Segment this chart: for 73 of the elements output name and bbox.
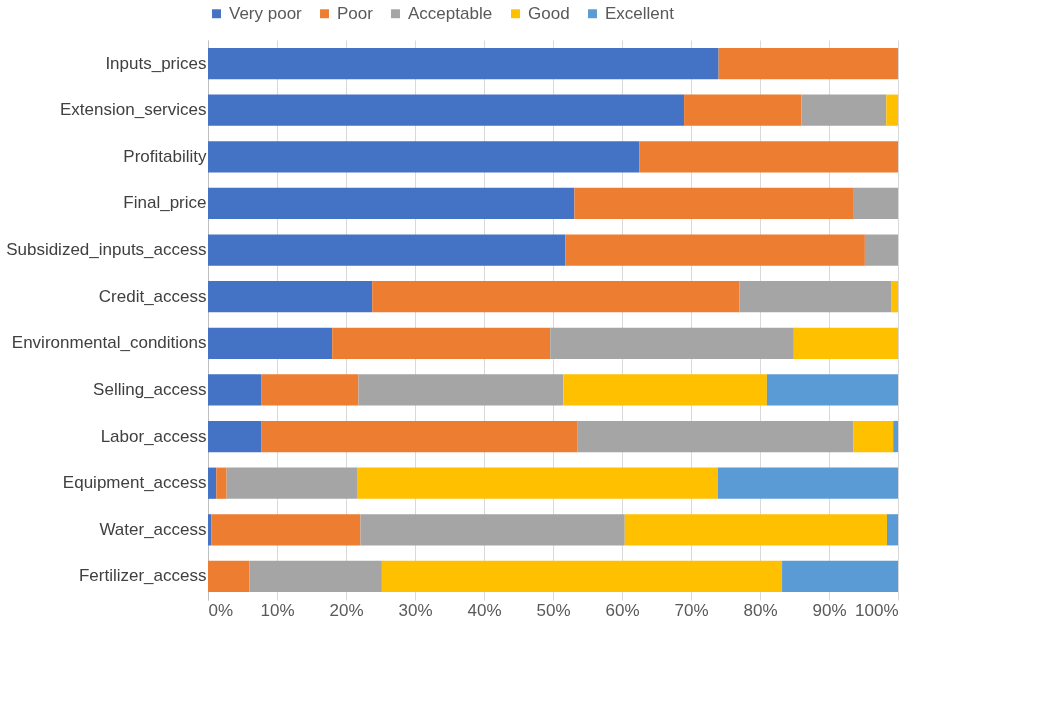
- legend-label: Acceptable: [408, 3, 493, 23]
- legend-label: Excellent: [605, 3, 675, 23]
- y-tick-label: Final_price: [123, 193, 207, 213]
- x-tick-label: 30%: [398, 600, 433, 620]
- bar: [717, 467, 898, 499]
- bar: [739, 281, 892, 313]
- y-tick-label: Inputs_prices: [105, 53, 207, 73]
- x-tick-label: 80%: [743, 600, 778, 620]
- bar: [208, 187, 575, 220]
- legend-label: Good: [528, 3, 570, 23]
- y-tick-label: Credit_access: [98, 286, 207, 306]
- bar: [332, 327, 551, 359]
- x-tick-label: 0%: [208, 600, 234, 620]
- y-tick-label: Environmental_conditions: [11, 333, 207, 353]
- y-tick-label: Water_access: [99, 519, 207, 539]
- bar: [211, 514, 361, 546]
- bar: [639, 141, 898, 173]
- bar: [208, 560, 250, 593]
- bar: [249, 560, 382, 593]
- bar: [766, 374, 898, 406]
- bar: [853, 187, 898, 220]
- bar: [208, 281, 373, 313]
- bar: [360, 514, 625, 546]
- bar: [208, 94, 685, 126]
- bar: [357, 467, 718, 499]
- y-tick-label: Fertilizer_access: [78, 566, 207, 586]
- x-tick-label: 90%: [812, 600, 847, 620]
- legend-label: Poor: [337, 3, 374, 23]
- bar: [624, 514, 887, 546]
- bar: [261, 374, 359, 406]
- bar: [358, 374, 564, 406]
- bar: [574, 187, 854, 220]
- x-tick-label: 70%: [674, 600, 709, 620]
- bar: [372, 281, 740, 313]
- bar: [782, 560, 898, 593]
- bar: [684, 94, 802, 126]
- bar: [208, 467, 217, 499]
- bar: [853, 420, 894, 453]
- bar: [891, 281, 898, 313]
- bar: [718, 47, 898, 80]
- legend-label: Very poor: [229, 3, 303, 23]
- bar: [563, 374, 767, 406]
- y-tick-label: Equipment_access: [62, 473, 207, 493]
- bar: [864, 234, 898, 266]
- bar: [801, 94, 887, 126]
- bar: [893, 420, 898, 453]
- bar: [208, 327, 333, 359]
- bar: [208, 374, 262, 406]
- bar: [793, 327, 898, 359]
- bar: [208, 141, 640, 173]
- y-tick-label: Selling_access: [93, 379, 207, 399]
- bar: [577, 420, 854, 453]
- x-tick-label: 100%: [855, 600, 899, 620]
- y-tick-label: Profitability: [123, 146, 207, 166]
- y-tick-label: Extension_services: [60, 100, 207, 120]
- bar: [886, 514, 898, 546]
- bar: [208, 47, 719, 80]
- bar: [208, 420, 262, 453]
- bar: [216, 467, 227, 499]
- x-tick-label: 50%: [536, 600, 571, 620]
- bar: [550, 327, 794, 359]
- x-tick-label: 20%: [329, 600, 364, 620]
- bar: [208, 234, 566, 266]
- bar: [261, 420, 578, 453]
- bar: [886, 94, 898, 126]
- bar: [381, 560, 783, 593]
- bar: [226, 467, 358, 499]
- y-tick-label: Subsidized_inputs_access: [6, 240, 207, 260]
- bar: [565, 234, 865, 266]
- x-tick-label: 10%: [260, 600, 295, 620]
- x-tick-label: 40%: [467, 600, 502, 620]
- x-tick-label: 60%: [605, 600, 640, 620]
- y-tick-label: Labor_access: [100, 426, 207, 446]
